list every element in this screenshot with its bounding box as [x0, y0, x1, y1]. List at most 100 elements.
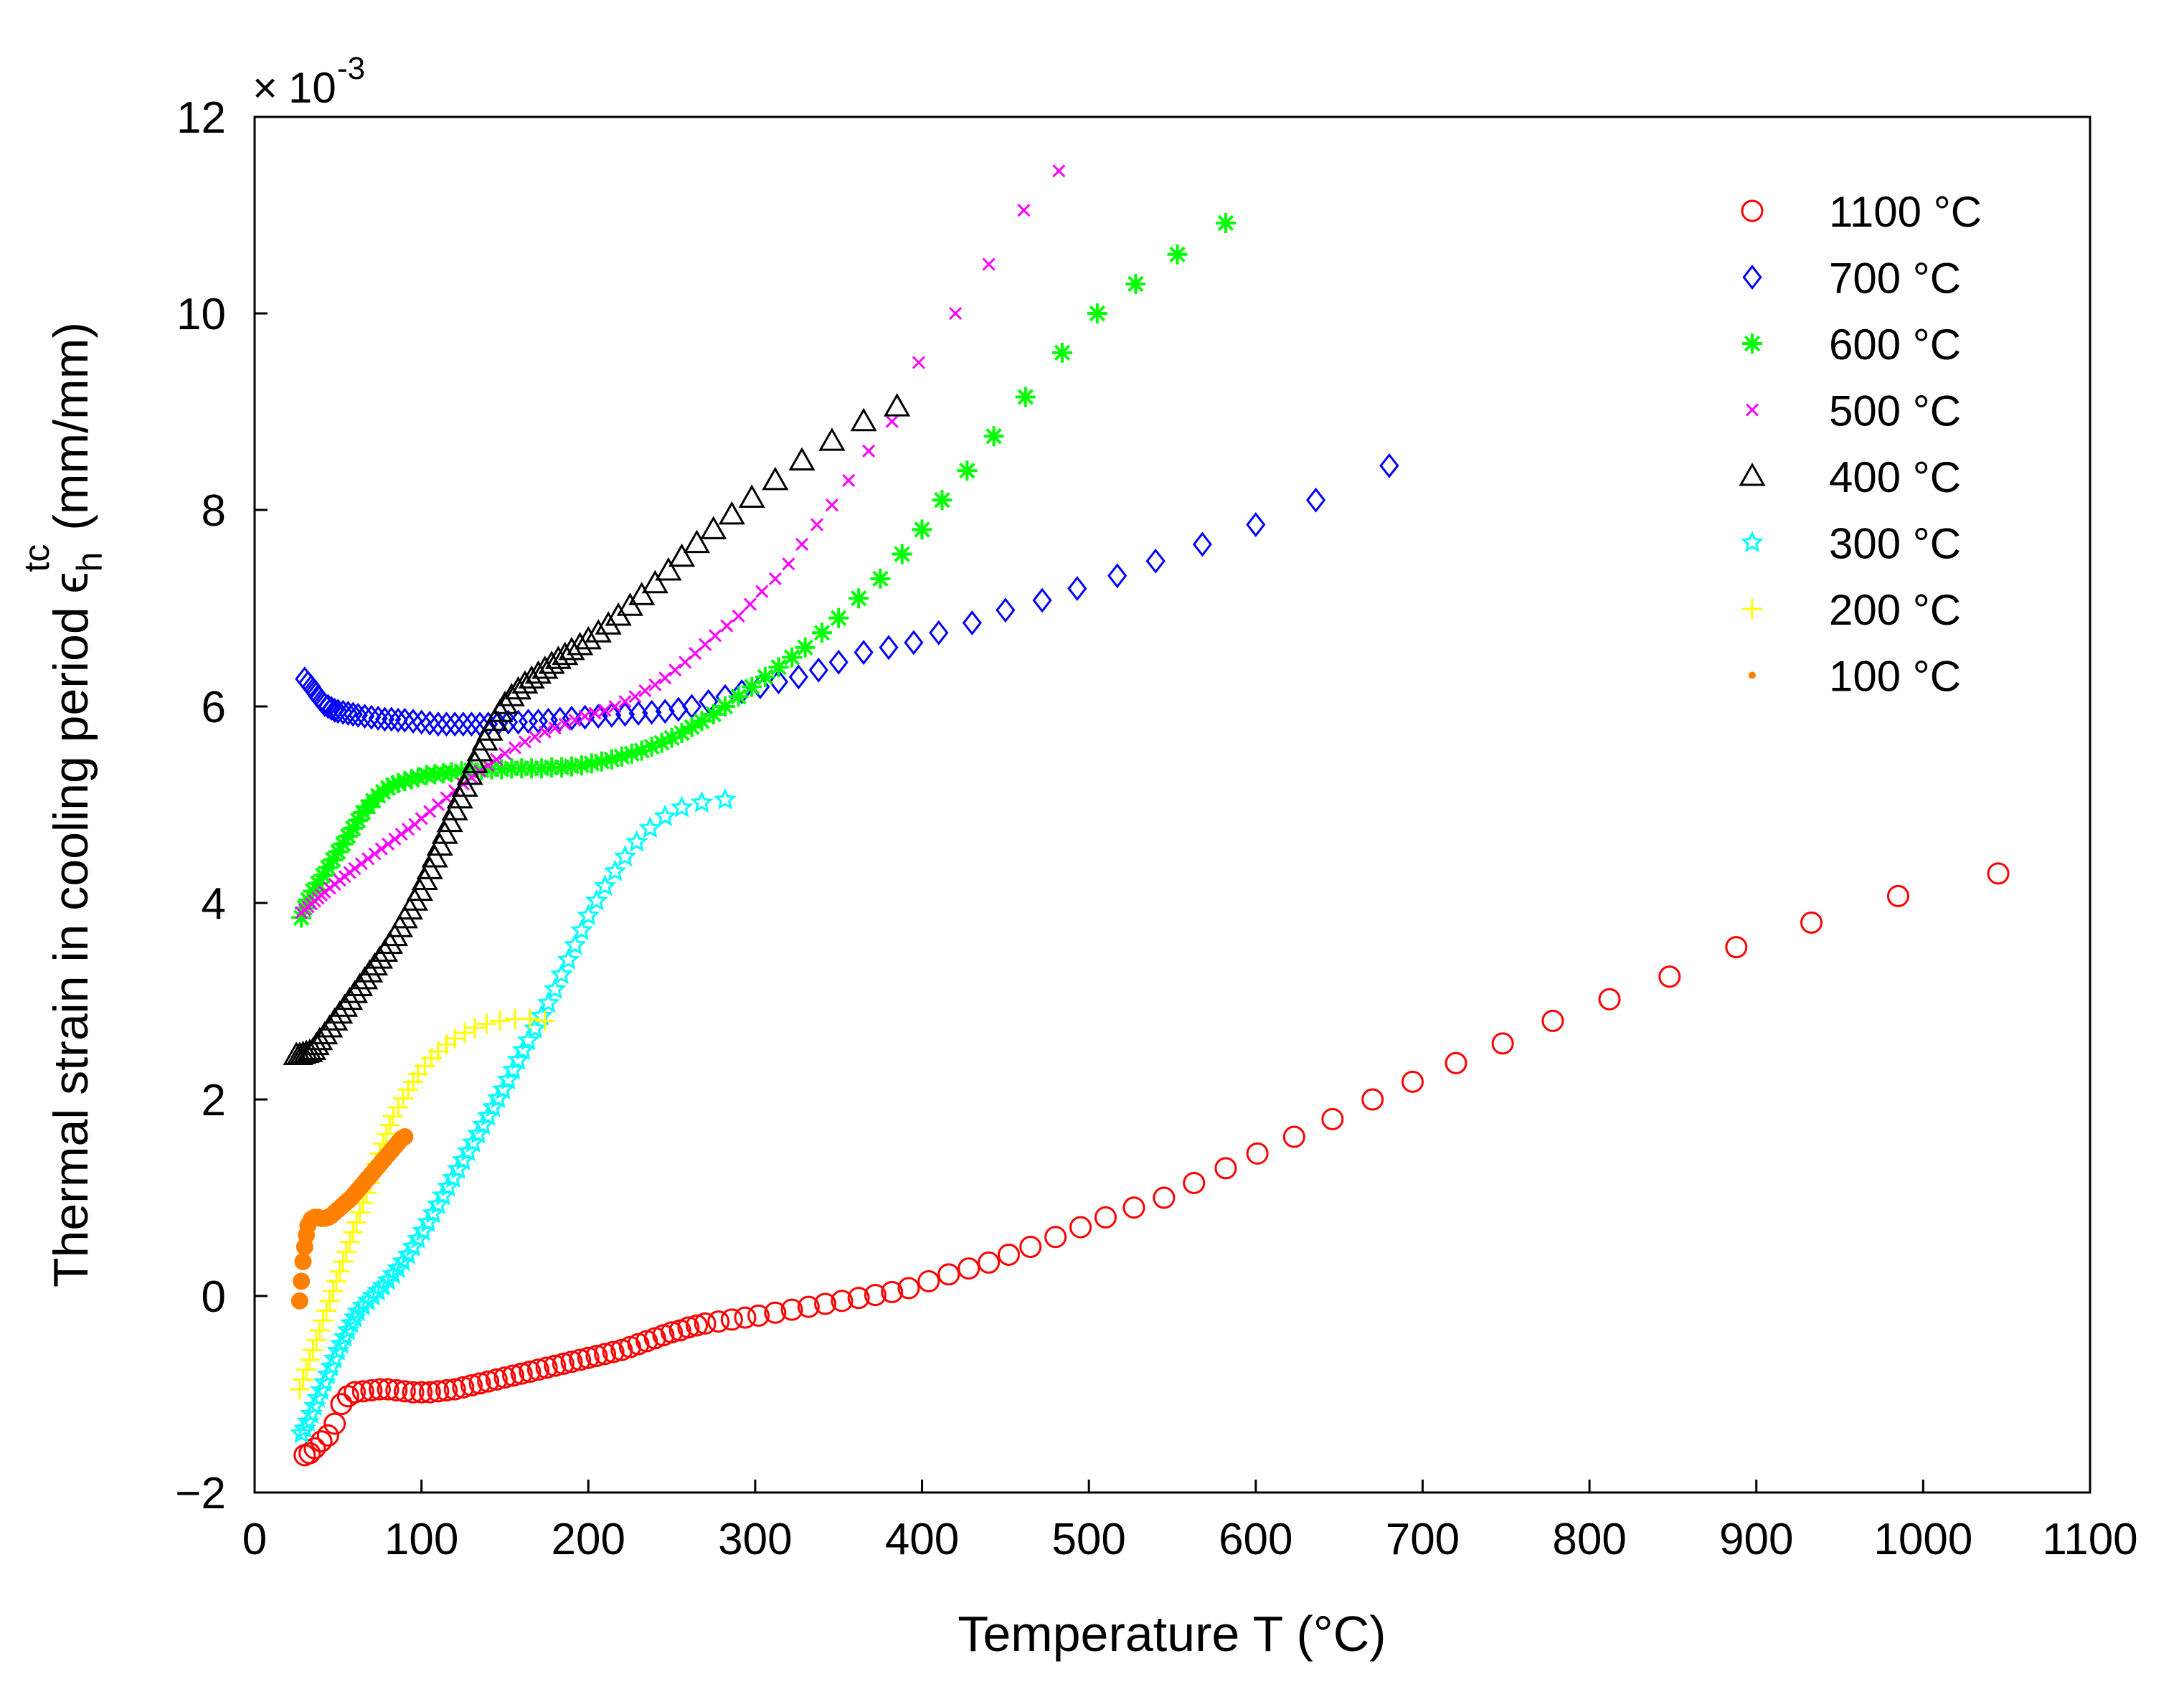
data-point: [378, 777, 399, 798]
data-point: [648, 678, 662, 691]
data-point: [461, 749, 488, 773]
data-point: [333, 833, 354, 854]
data-point: [625, 830, 648, 852]
data-point: [313, 1310, 334, 1331]
data-point: [343, 818, 364, 838]
data-point: [453, 711, 473, 737]
legend-label: 500 °C: [1829, 387, 1961, 435]
data-point: [937, 1263, 960, 1286]
x-tick-label: 300: [718, 1515, 792, 1564]
data-point: [303, 1394, 326, 1416]
data-point: [1107, 563, 1128, 589]
data-point: [392, 1249, 415, 1272]
data-point: [892, 544, 912, 564]
data-point: [808, 657, 828, 683]
data-point: [568, 714, 582, 727]
plot-area: [253, 115, 2091, 1494]
data-point: [343, 701, 363, 727]
data-point: [401, 823, 415, 836]
data-point: [550, 962, 573, 985]
data-point: [957, 460, 978, 481]
data-point: [1282, 1125, 1305, 1148]
data-point: [595, 611, 622, 635]
data-point: [842, 473, 856, 487]
data-point: [1305, 487, 1326, 513]
data-point: [394, 707, 415, 733]
y-axis-label: Thermal strain in cooling period ϵhtc (m…: [16, 322, 110, 1287]
data-point: [336, 1318, 360, 1340]
legend-marker: [1741, 199, 1764, 222]
data-point: [426, 832, 453, 856]
data-point: [544, 645, 572, 669]
data-point: [897, 1277, 920, 1300]
data-point: [569, 918, 593, 940]
data-point: [598, 704, 612, 717]
data-point: [451, 773, 478, 797]
data-point: [298, 1442, 321, 1465]
data-point: [1800, 911, 1823, 934]
data-point: [377, 1268, 400, 1290]
data-point: [523, 1016, 547, 1039]
data-point: [293, 1369, 313, 1390]
data-point: [1052, 164, 1066, 178]
data-point: [538, 725, 552, 739]
data-point: [294, 897, 315, 918]
data-point: [795, 637, 816, 658]
x-axis: 0 100 200 300 400 500 600 700 800 900 1000 1100: [242, 1480, 2138, 1564]
data-point: [338, 826, 359, 846]
data-point: [323, 849, 344, 870]
data-point: [1246, 1142, 1269, 1165]
y-tick-label: 10: [176, 290, 226, 339]
x-tick-label: 1000: [1873, 1515, 1972, 1564]
data-point: [932, 490, 952, 511]
data-point: [560, 1350, 583, 1373]
data-point: [343, 1221, 364, 1242]
data-point: [410, 1381, 433, 1404]
data-point: [368, 847, 382, 861]
data-point: [949, 306, 963, 321]
data-point: [1658, 965, 1681, 988]
y-axis: −2 0 2 4 6 8 10 12: [175, 93, 268, 1518]
legend-marker: [1749, 671, 1756, 679]
data-point: [436, 711, 457, 737]
data-point: [557, 947, 580, 970]
legend: 1100 °C 700 °C 600 °C 500 °C 400 °C 300 °C 200…: [1739, 188, 1982, 701]
data-point: [303, 1340, 323, 1361]
data-point: [958, 1257, 980, 1280]
data-point: [441, 797, 468, 820]
data-point: [534, 1011, 555, 1031]
data-point: [591, 751, 612, 772]
data-point: [998, 1243, 1021, 1266]
data-point: [671, 722, 692, 743]
y-tick-label: −2: [175, 1469, 226, 1518]
data-point: [631, 740, 652, 761]
data-point: [403, 709, 423, 734]
data-point: [668, 543, 696, 567]
data-point: [393, 1380, 416, 1403]
data-point: [368, 706, 388, 731]
data-point: [1069, 1216, 1092, 1239]
data-point: [621, 743, 642, 764]
x-tick-label: 400: [885, 1515, 959, 1564]
data-point: [318, 857, 339, 878]
data-point: [323, 1281, 344, 1302]
data-point: [361, 704, 382, 730]
data-point: [313, 865, 334, 886]
series-700c: [295, 453, 1399, 737]
data-point: [333, 1325, 356, 1348]
data-point: [668, 663, 682, 677]
data-point: [764, 1301, 787, 1324]
data-point: [308, 873, 328, 894]
data-point: [1145, 548, 1166, 574]
data-point: [543, 977, 567, 1000]
data-point: [1541, 1009, 1564, 1032]
data-point: [1032, 587, 1052, 613]
data-point: [318, 694, 338, 719]
data-point: [319, 1354, 344, 1377]
data-point: [658, 671, 672, 685]
y-axis-label-prefix: Thermal strain in cooling period: [44, 593, 98, 1287]
data-point: [299, 1350, 320, 1371]
data-point: [452, 1376, 475, 1399]
data-point: [1183, 1171, 1206, 1194]
data-point: [593, 874, 617, 897]
